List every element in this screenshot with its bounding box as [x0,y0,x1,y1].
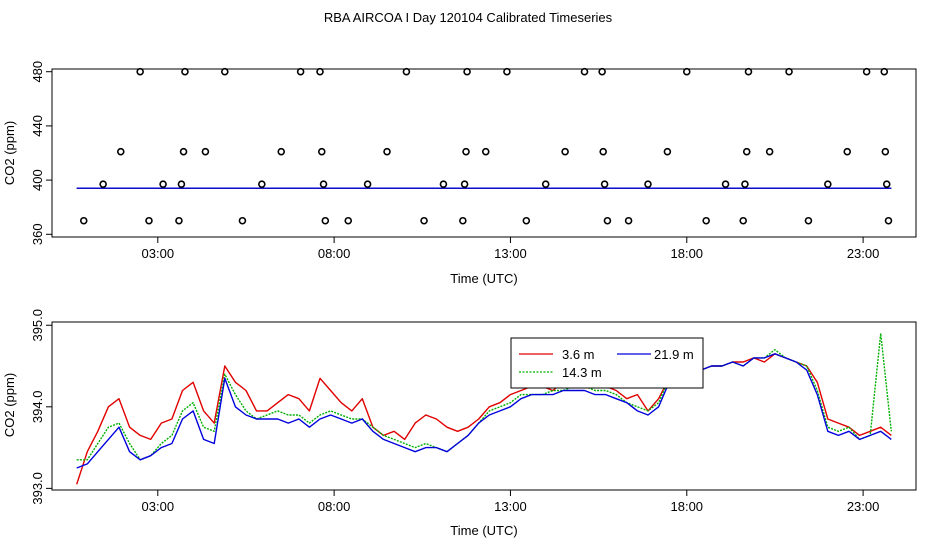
scatter-point-46 [739,216,748,225]
axis-ticks-top: 03:00 08:00 13:00 18:00 23:00 360 400 440 480 [30,61,879,261]
scatter-point-58 [882,180,891,188]
scatter-point-20 [344,216,353,225]
scatter-point-32 [522,216,531,225]
scatter-point-15 [296,67,305,76]
scatter-point-33 [541,180,550,188]
scatter-point-49 [744,67,753,76]
scatter-point-0 [79,216,88,225]
scatter-point-16 [316,67,324,76]
scatter-point-17 [317,147,326,156]
scatter-point-44 [702,216,710,225]
scatter-point-45 [721,180,730,188]
scatter-point-48 [742,147,751,156]
x-axis-label-top: Time (UTC) [450,271,517,286]
co2-timeseries-panel: Time (UTC) CO2 (ppm) 03:00 08:00 13:00 18:0… [2,309,917,538]
y-tick-label-top-0: 360 [30,223,45,245]
scatter-point-21 [363,180,372,188]
scatter-point-28 [462,147,470,156]
scatter-point-55 [862,67,871,76]
x-tick-label-bottom-3: 18:00 [671,499,704,514]
scatter-point-54 [843,147,852,156]
scatter-point-1 [99,180,107,188]
y-tick-label-top-1: 400 [30,169,45,191]
x-tick-label-top-2: 13:00 [494,246,527,261]
scatter-points [79,67,893,225]
scatter-point-50 [765,147,774,156]
scatter-point-36 [598,67,606,76]
x-tick-label-top-1: 08:00 [318,246,351,261]
scatter-point-29 [463,67,471,76]
scatter-point-12 [238,216,247,225]
scatter-point-34 [561,147,569,156]
scatter-point-23 [402,67,411,76]
y-axis-label-bottom: CO2 (ppm) [2,373,17,437]
x-tick-label-bottom-4: 23:00 [847,499,880,514]
co2-scatter-panel: Time (UTC) CO2 (ppm) 03:00 08:00 13:00 18:0… [2,61,917,286]
x-tick-label-top-4: 23:00 [847,246,880,261]
y-tick-label-bottom-0: 393.0 [30,472,45,505]
scatter-point-59 [884,216,893,225]
scatter-point-11 [221,67,229,76]
scatter-point-5 [159,180,167,188]
scatter-point-22 [383,147,391,156]
plot-frame-top [51,68,917,238]
y-tick-label-bottom-1: 394.0 [30,391,45,424]
legend-label-14-3m: 14.3 m [562,365,602,380]
plot-frame-bottom [51,321,917,491]
figure-title: RBA AIRCOA I Day 120104 Calibrated Times… [324,10,613,25]
scatter-point-42 [663,147,672,156]
scatter-point-43 [682,67,691,76]
scatter-point-13 [258,180,266,188]
scatter-point-51 [785,67,793,76]
scatter-point-25 [439,180,448,188]
scatter-point-24 [420,216,428,225]
x-tick-label-top-0: 03:00 [142,246,175,261]
x-tick-label-top-3: 18:00 [671,246,704,261]
y-axis-label-top: CO2 (ppm) [2,121,17,185]
scatter-point-8 [179,147,188,156]
scatter-point-56 [880,67,889,76]
x-tick-label-bottom-0: 03:00 [142,499,175,514]
scatter-point-9 [181,67,189,76]
scatter-point-38 [600,180,609,188]
scatter-point-10 [201,147,210,156]
legend: 3.6 m 21.9 m 14.3 m [510,337,704,389]
scatter-point-26 [459,216,467,225]
y-tick-label-top-2: 440 [30,115,45,137]
x-axis-label-bottom: Time (UTC) [450,523,517,538]
scatter-point-18 [319,180,328,188]
scatter-point-41 [644,180,652,188]
scatter-point-31 [503,67,511,76]
y-tick-label-bottom-2: 395.0 [30,309,45,342]
scatter-point-4 [145,216,153,225]
series-line-bottom-21-9-m [76,353,892,469]
scatter-point-39 [603,216,612,225]
y-tick-label-top-3: 480 [30,61,45,83]
legend-label-3-6m: 3.6 m [562,347,595,362]
legend-label-21-9m: 21.9 m [654,347,694,362]
legend-box [510,337,704,389]
scatter-point-30 [481,147,490,156]
scatter-point-7 [177,180,186,188]
scatter-point-52 [804,216,813,225]
scatter-point-14 [277,147,286,156]
scatter-point-2 [116,147,125,156]
scatter-point-57 [881,147,890,156]
scatter-point-35 [580,67,589,76]
scatter-point-37 [599,147,607,156]
series-lines-bottom [76,332,892,485]
scatter-point-3 [136,67,144,76]
scatter-point-6 [175,216,183,225]
axis-ticks-bottom: 03:00 08:00 13:00 18:00 23:00 393.0 394.0 395.0 [30,309,879,514]
scatter-point-47 [741,180,749,188]
scatter-point-27 [460,180,469,188]
x-tick-label-bottom-2: 13:00 [494,499,527,514]
scatter-point-19 [321,216,330,225]
scatter-point-40 [624,216,633,225]
x-tick-label-bottom-1: 08:00 [318,499,351,514]
scatter-point-53 [824,180,832,188]
